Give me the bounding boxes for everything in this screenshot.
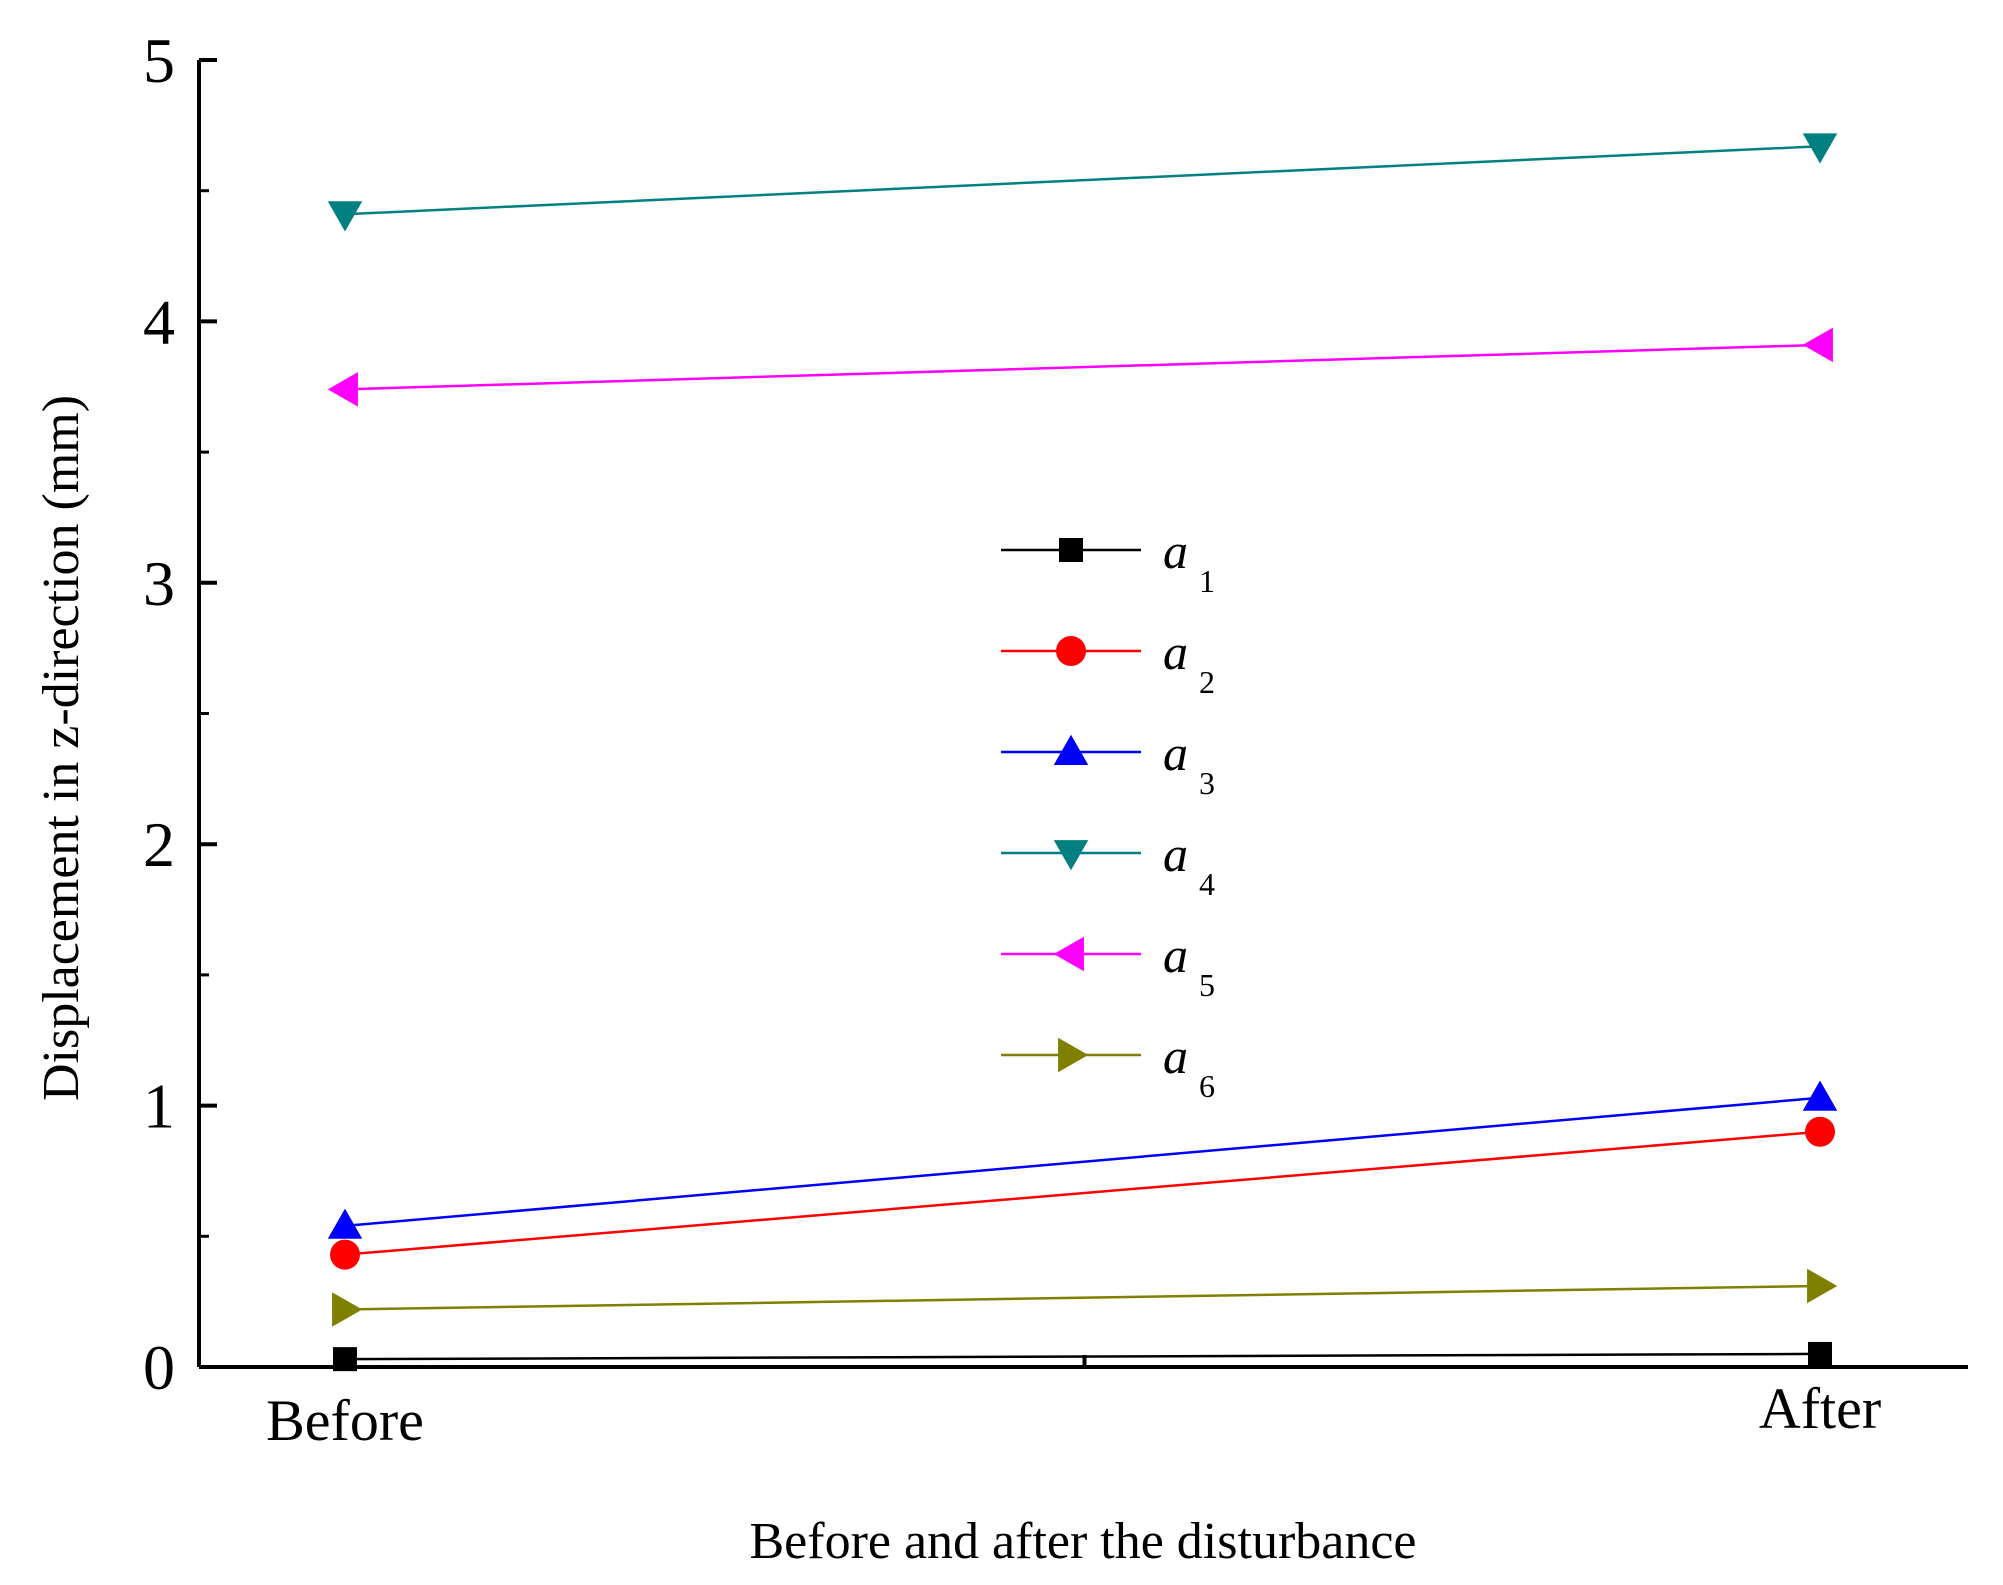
data-point [1802, 133, 1838, 164]
series-a6 [332, 1268, 1838, 1327]
series-line [344, 1096, 1821, 1228]
legend-label: a [1163, 927, 1188, 983]
x-tick-label: Before [266, 1388, 424, 1453]
legend-label-subscript: 4 [1199, 866, 1215, 902]
y-tick-label: 3 [143, 548, 175, 619]
legend-marker [1053, 840, 1089, 871]
x-axis-title: Before and after the disturbance [749, 1513, 1416, 1570]
legend-label-subscript: 5 [1199, 967, 1215, 1003]
legend-marker [1056, 636, 1086, 666]
legend-label-subscript: 2 [1199, 664, 1215, 700]
data-point [332, 1292, 363, 1327]
data-point [1802, 1080, 1838, 1111]
axes-layer: 0 1 2 3 4 5 Before After [143, 25, 1968, 1453]
series-layer [327, 133, 1838, 1372]
series-a2 [330, 1116, 1835, 1270]
legend-marker [1053, 936, 1084, 972]
legend-label: a [1163, 725, 1188, 781]
series-a3 [327, 1080, 1838, 1239]
data-point [327, 372, 358, 407]
legend-label: a [1163, 624, 1188, 680]
legend-label: a [1163, 826, 1188, 882]
legend-marker [1059, 538, 1083, 562]
legend-label-subscript: 3 [1199, 765, 1215, 801]
series-a5 [327, 327, 1833, 407]
legend-entry: a3 [1001, 725, 1215, 801]
y-tick-label: 2 [143, 809, 175, 880]
y-tick-label: 5 [143, 25, 175, 96]
series-line [344, 343, 1821, 391]
data-point [330, 1239, 360, 1270]
legend-entry: a6 [1001, 1028, 1215, 1104]
legend-entry: a4 [1001, 826, 1215, 902]
legend-entry: a1 [1001, 523, 1215, 599]
x-tick-label: After [1759, 1376, 1881, 1441]
legend-label-subscript: 1 [1199, 563, 1215, 599]
series-line [344, 1284, 1821, 1311]
data-point [1807, 1268, 1838, 1304]
y-axis-title: Displacement in z-direction (mm) [33, 395, 90, 1101]
series-line [344, 145, 1821, 216]
data-point [327, 1208, 363, 1239]
y-tick-label: 0 [143, 1332, 175, 1403]
legend-marker [1058, 1037, 1089, 1073]
data-point [1805, 1116, 1835, 1147]
legend-marker [1053, 734, 1089, 765]
legend-entry: a5 [1001, 927, 1215, 1003]
data-point [1802, 327, 1833, 363]
legend-label: a [1163, 1028, 1188, 1084]
data-point [327, 201, 363, 232]
legend-label-subscript: 6 [1199, 1068, 1215, 1104]
legend-label: a [1163, 523, 1188, 579]
series-a4 [327, 133, 1838, 232]
y-tick-label: 4 [143, 286, 175, 357]
legend-entry: a2 [1001, 624, 1215, 700]
series-line [344, 1130, 1821, 1256]
y-tick-label: 1 [143, 1071, 175, 1142]
